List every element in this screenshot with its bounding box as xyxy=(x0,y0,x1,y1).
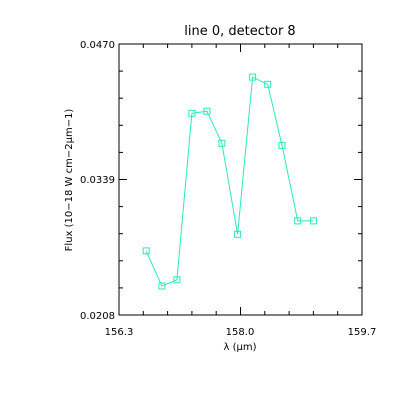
series-line xyxy=(145,76,314,287)
data-point-marker xyxy=(188,109,196,117)
data-point-marker xyxy=(218,139,226,147)
y-axis-label: Flux (10−18 W cm−2μm−1) xyxy=(64,109,75,252)
data-point-marker xyxy=(158,282,166,290)
axis-ticks xyxy=(119,44,362,315)
y-tick-label-mid: 0.0339 xyxy=(80,175,115,186)
x-tick-label-left: 156.3 xyxy=(105,327,134,338)
x-tick-label-mid: 158.0 xyxy=(226,327,255,338)
data-point-marker xyxy=(142,247,150,255)
series-layer xyxy=(142,73,317,290)
data-point-marker xyxy=(173,276,181,284)
data-point-marker xyxy=(294,217,302,225)
x-tick-label-right: 159.7 xyxy=(348,327,377,338)
chart-title: line 0, detector 8 xyxy=(184,24,295,39)
data-point-marker xyxy=(234,230,242,238)
data-point-marker xyxy=(249,73,257,81)
x-axis-label: λ (μm) xyxy=(223,342,256,353)
y-tick-label-bottom: 0.0208 xyxy=(80,311,115,322)
data-point-marker xyxy=(264,80,272,88)
data-point-marker xyxy=(203,107,211,115)
y-tick-label-top: 0.0470 xyxy=(80,40,115,51)
plot-frame xyxy=(118,43,363,316)
data-point-marker xyxy=(309,217,317,225)
data-point-marker xyxy=(278,141,286,149)
